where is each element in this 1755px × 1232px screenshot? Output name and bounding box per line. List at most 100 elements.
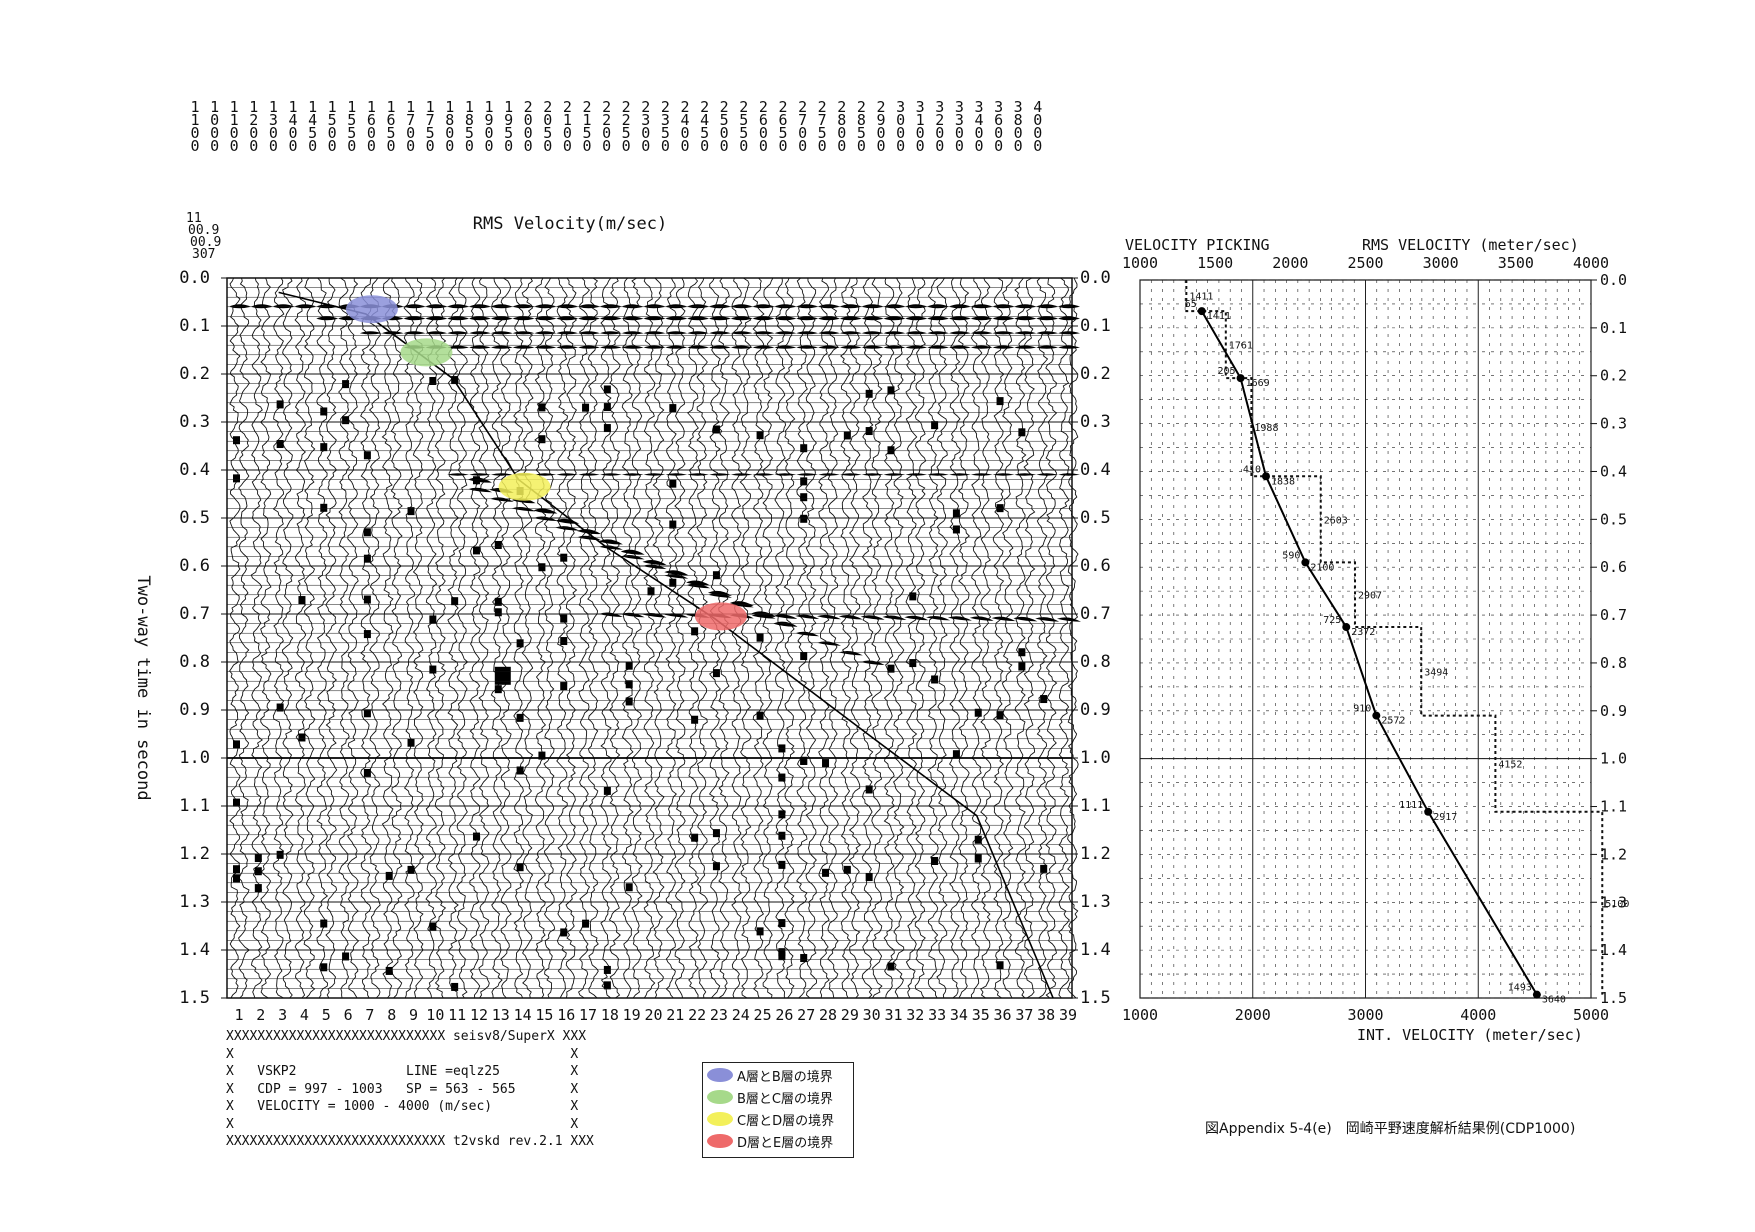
trace-number: 14	[514, 1006, 532, 1024]
reflection-wavelet	[926, 615, 951, 621]
reflection-wavelet	[620, 554, 645, 560]
wavelet-blob	[887, 446, 895, 455]
wavelet-blob	[494, 666, 511, 685]
right-ytick-label: 0.1	[1080, 316, 1111, 336]
reflection-wavelet	[752, 345, 775, 349]
seismic-trace	[643, 277, 656, 999]
top-scale-digit: 0	[641, 124, 650, 142]
trace-number: 36	[994, 1006, 1012, 1024]
wavelet-blob	[342, 952, 350, 961]
reflection-wavelet	[730, 304, 753, 309]
reflection-wavelet	[905, 345, 928, 349]
top-scale-digit: 0	[563, 137, 572, 155]
seismic-trace	[1058, 277, 1070, 999]
interval-velocity-label: 5100	[1605, 899, 1629, 910]
top-scale-digit: 0	[563, 124, 572, 142]
wavelet-blob	[407, 738, 415, 747]
top-scale-digit: 0	[524, 137, 533, 155]
wavelet-blob	[691, 833, 699, 842]
top-scale-digit: 5	[426, 124, 435, 142]
info-line: XXXXXXXXXXXXXXXXXXXXXXXXXXXX seisv8/Supe…	[226, 1029, 587, 1044]
legend-swatch	[707, 1090, 733, 1104]
reflection-wavelet	[796, 304, 819, 309]
top-scale-digit: 0	[680, 137, 689, 155]
wavelet-blob	[560, 928, 568, 937]
wavelet-blob	[1040, 695, 1048, 704]
seismic-trace	[674, 277, 686, 999]
top-scale-digit: 0	[230, 137, 239, 155]
reflection-wavelet	[796, 345, 819, 349]
top-scale-digit: 7	[818, 111, 827, 129]
int-tick-label: 3000	[1347, 1006, 1383, 1024]
wavelet-blob	[822, 868, 830, 877]
reflection-wavelet	[992, 473, 1015, 476]
top-scale-digit: 4	[308, 111, 317, 129]
trace-number: 12	[470, 1006, 488, 1024]
top-scale-digit: 0	[818, 137, 827, 155]
top-scale-digit: 1	[563, 111, 572, 129]
left-ytick-label: 0.2	[179, 364, 210, 384]
seismic-gather-panel	[226, 277, 1081, 999]
reflection-wavelet	[534, 473, 557, 476]
seismic-trace	[630, 277, 643, 999]
top-scale-digit: 0	[916, 137, 925, 155]
top-scale-digit: 3	[661, 111, 670, 129]
right-ytick-label: 1.0	[1080, 748, 1111, 768]
wavelet-blob	[342, 416, 350, 425]
rms-tick-label: 2000	[1272, 254, 1308, 272]
top-scale-digit: 8	[1014, 111, 1023, 129]
wavelet-blob	[712, 669, 720, 678]
top-scale-digit: 0	[210, 111, 219, 129]
reflection-wavelet	[642, 559, 667, 565]
top-scale-digit: 0	[857, 137, 866, 155]
wavelet-blob	[800, 756, 808, 765]
reflection-wavelet	[687, 473, 710, 476]
seismic-trace	[259, 277, 272, 999]
top-scale-digit: 1	[445, 98, 454, 116]
top-scale-digit: 4	[288, 111, 297, 129]
top-scale-digit: 0	[720, 124, 729, 142]
seismic-trace	[936, 277, 948, 999]
wavelet-blob	[712, 425, 720, 434]
reflection-wavelet	[1058, 316, 1080, 321]
seismic-trace	[294, 277, 307, 999]
top-scale-digit: 1	[484, 98, 493, 116]
wavelet-blob	[363, 709, 371, 718]
wavelet-blob	[363, 595, 371, 604]
seismic-trace	[587, 277, 599, 999]
wavelet-blob	[516, 713, 524, 722]
top-scale-digit: 2	[876, 98, 885, 116]
reflection-wavelet	[447, 473, 470, 476]
top-scale-digit: 0	[230, 124, 239, 142]
horizon-marker	[400, 338, 453, 367]
top-scale-digit: 1	[347, 98, 356, 116]
reflection-wavelet	[643, 316, 666, 321]
top-scale-digit: 5	[308, 124, 317, 142]
wavelet-blob	[233, 874, 240, 883]
top-scale-digit: 0	[269, 124, 278, 142]
interval-velocity-curve	[1185, 280, 1604, 995]
rms-tick-label: 3000	[1423, 254, 1459, 272]
int-tick-label: 5000	[1573, 1006, 1609, 1024]
reflection-wavelet	[774, 345, 797, 349]
top-scale-digit: 0	[798, 124, 807, 142]
top-scale-digit: 0	[386, 137, 395, 155]
horizon-legend: A層とB層の境界 B層とC層の境界 C層とD層の境界 D層とE層の境界	[702, 1062, 854, 1158]
pick-velocity-label: 2572	[1381, 716, 1405, 727]
right-ytick-label: 0.7	[1080, 604, 1111, 624]
top-scale-digit: 8	[837, 111, 846, 129]
reflection-wavelet	[948, 331, 971, 335]
wavelet-blob	[407, 507, 415, 516]
reflection-wavelet	[620, 549, 645, 555]
wavelet-blob	[429, 665, 437, 674]
seismic-trace	[1001, 277, 1014, 999]
top-scale-digit: 3	[974, 98, 983, 116]
trace-number: 1	[234, 1006, 243, 1024]
trace-number: 19	[623, 1006, 641, 1024]
wavelet-blob	[843, 865, 851, 874]
interval-velocity-label: 1411	[1189, 292, 1213, 303]
top-scale-digit: 0	[465, 137, 474, 155]
reflection-wavelet	[556, 345, 579, 349]
rms-picks: 1411176119882603290734944152510065141120…	[1185, 292, 1630, 1006]
legend-swatch	[707, 1112, 733, 1126]
